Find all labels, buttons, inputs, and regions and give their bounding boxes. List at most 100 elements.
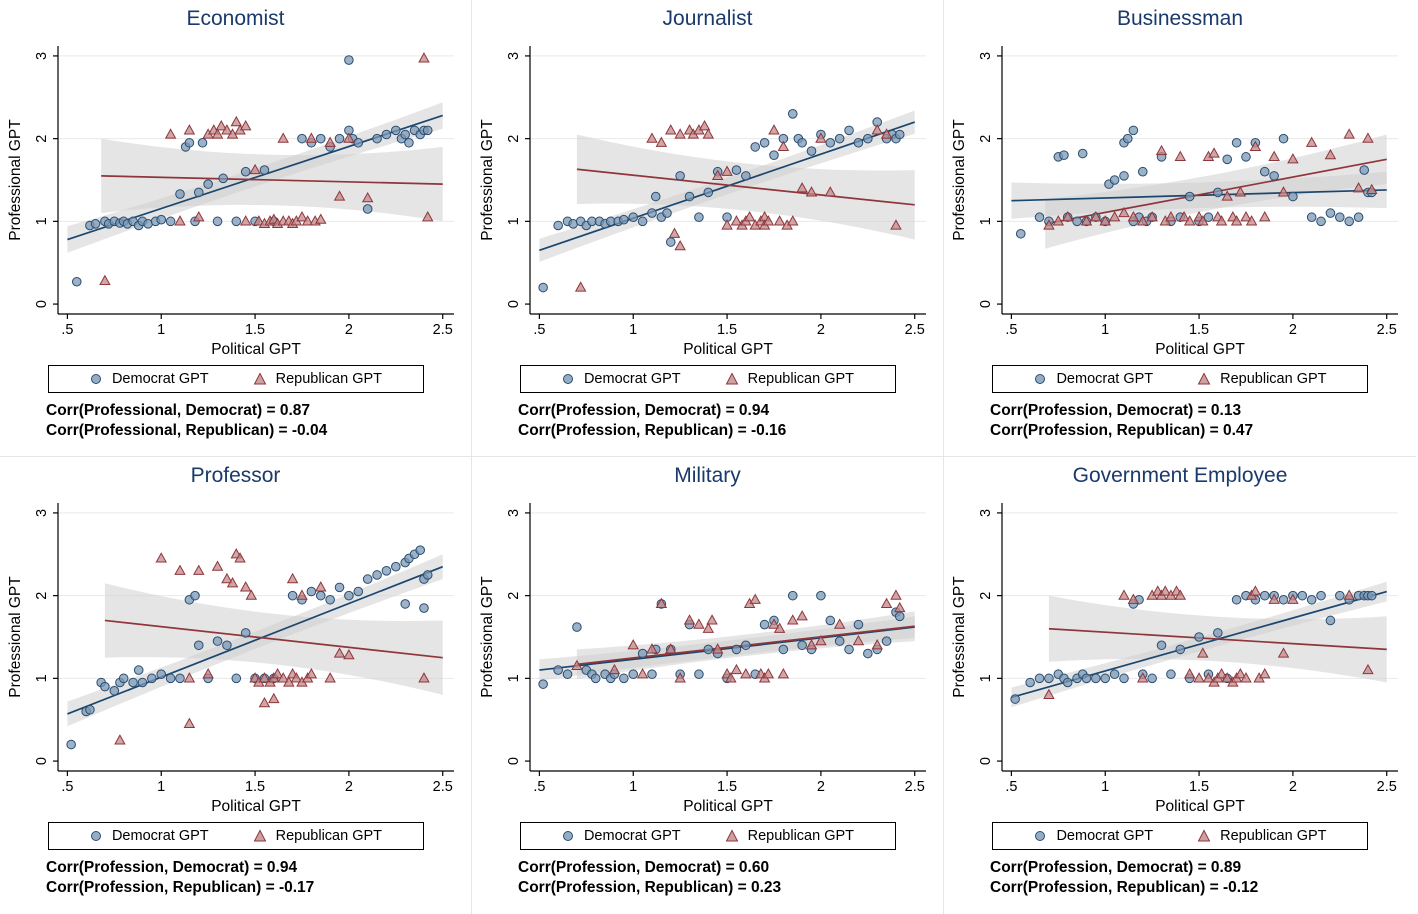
legend-item-republican: Republican GPT bbox=[725, 371, 854, 387]
svg-text:2.5: 2.5 bbox=[904, 322, 924, 338]
legend-item-democrat: Democrat GPT bbox=[89, 828, 209, 844]
svg-text:.5: .5 bbox=[533, 779, 545, 795]
svg-text:1: 1 bbox=[978, 674, 994, 682]
correlation-republican: Corr(Profession, Republican) = 0.47 bbox=[990, 422, 1254, 440]
democrat-marker-icon bbox=[1035, 374, 1046, 384]
svg-text:3: 3 bbox=[506, 52, 522, 60]
svg-text:3: 3 bbox=[34, 52, 50, 60]
svg-text:Professional GPT: Professional GPT bbox=[7, 119, 24, 241]
panel-title: Military bbox=[674, 464, 741, 487]
panel-government-employee: Government Employee .5 1 1.5 2 2.5 0 1 2 3 Politi… bbox=[944, 457, 1416, 914]
legend-label-democrat: Democrat GPT bbox=[1056, 371, 1154, 387]
svg-text:2: 2 bbox=[506, 592, 522, 600]
svg-text:1: 1 bbox=[506, 674, 522, 682]
legend-item-republican: Republican GPT bbox=[725, 828, 854, 844]
correlation-democrat: Corr(Profession, Democrat) = 0.13 bbox=[990, 402, 1242, 419]
svg-text:1: 1 bbox=[1101, 322, 1109, 338]
svg-text:1: 1 bbox=[157, 322, 165, 338]
svg-text:1.5: 1.5 bbox=[244, 779, 264, 795]
svg-text:3: 3 bbox=[506, 509, 522, 517]
democrat-marker-icon bbox=[1035, 831, 1046, 841]
panel-professor: Professor .5 1 1.5 2 2.5 0 1 2 3 Political GPT Pro… bbox=[0, 457, 472, 914]
republican-marker-icon bbox=[725, 829, 738, 842]
svg-text:.5: .5 bbox=[61, 779, 73, 795]
panel-economist: Economist .5 1 1.5 2 2.5 0 1 2 3 Political GPT Pro… bbox=[0, 0, 472, 457]
svg-text:2: 2 bbox=[344, 779, 352, 795]
scatter-plot-journalist: .5 1 1.5 2 2.5 0 1 2 3 Political GPT Professional … bbox=[479, 46, 926, 358]
legend-label-democrat: Democrat GPT bbox=[111, 371, 209, 387]
svg-text:1.5: 1.5 bbox=[244, 322, 264, 338]
svg-text:Political GPT: Political GPT bbox=[211, 341, 301, 358]
svg-text:1.5: 1.5 bbox=[1189, 779, 1209, 795]
svg-text:2: 2 bbox=[1289, 779, 1297, 795]
svg-text:Professional GPT: Professional GPT bbox=[479, 119, 496, 241]
correlation-democrat: Corr(Profession, Democrat) = 0.94 bbox=[46, 859, 298, 876]
svg-text:1: 1 bbox=[157, 779, 165, 795]
democrat-marker-icon bbox=[562, 374, 573, 384]
democrat-marker-icon bbox=[90, 374, 101, 384]
legend: Democrat GPT Republican GPT bbox=[992, 365, 1368, 393]
svg-text:1.5: 1.5 bbox=[716, 322, 736, 338]
svg-text:Political GPT: Political GPT bbox=[683, 798, 773, 815]
legend: Democrat GPT Republican GPT bbox=[519, 365, 896, 393]
legend-item-democrat: Democrat GPT bbox=[561, 828, 681, 844]
correlation-democrat: Corr(Profession, Democrat) = 0.89 bbox=[990, 859, 1242, 876]
legend-item-republican: Republican GPT bbox=[253, 828, 382, 844]
correlation-republican: Corr(Professional, Republican) = -0.04 bbox=[46, 422, 328, 440]
svg-text:0: 0 bbox=[506, 757, 522, 765]
correlation-democrat: Corr(Profession, Democrat) = 0.60 bbox=[518, 859, 770, 876]
svg-text:0: 0 bbox=[34, 757, 50, 765]
svg-text:2: 2 bbox=[34, 592, 50, 600]
correlation-republican: Corr(Profession, Republican) = -0.17 bbox=[46, 879, 315, 897]
correlation-democrat: Corr(Profession, Democrat) = 0.94 bbox=[518, 402, 770, 419]
svg-text:2: 2 bbox=[816, 779, 824, 795]
svg-text:1.5: 1.5 bbox=[716, 779, 736, 795]
legend-label-republican: Republican GPT bbox=[275, 828, 383, 844]
svg-text:2: 2 bbox=[1289, 322, 1297, 338]
legend-item-republican: Republican GPT bbox=[1197, 371, 1327, 387]
correlation-text: Corr(Profession, Democrat) = 0.13 Corr(P… bbox=[990, 401, 1416, 441]
scatter-plot-military: .5 1 1.5 2 2.5 0 1 2 3 Political GPT Professional … bbox=[479, 503, 926, 815]
correlation-text: Corr(Profession, Democrat) = 0.89 Corr(P… bbox=[990, 858, 1416, 898]
legend-item-democrat: Democrat GPT bbox=[89, 371, 209, 387]
legend: Democrat GPT Republican GPT bbox=[519, 822, 896, 850]
legend-label-democrat: Democrat GPT bbox=[111, 828, 209, 844]
democrat-marker-icon bbox=[90, 831, 101, 841]
svg-text:Political GPT: Political GPT bbox=[683, 341, 773, 358]
svg-text:1: 1 bbox=[34, 674, 50, 682]
svg-text:.5: .5 bbox=[1005, 779, 1017, 795]
scatter-plot-professor: .5 1 1.5 2 2.5 0 1 2 3 Political GPT Professional … bbox=[7, 503, 454, 815]
svg-text:Professional GPT: Professional GPT bbox=[479, 576, 496, 698]
panel-military: Military .5 1 1.5 2 2.5 0 1 2 3 Political GPT Prof… bbox=[472, 457, 944, 914]
legend-label-democrat: Democrat GPT bbox=[583, 828, 681, 844]
svg-text:2: 2 bbox=[506, 135, 522, 143]
svg-text:0: 0 bbox=[978, 300, 994, 308]
svg-text:Professional GPT: Professional GPT bbox=[951, 576, 968, 698]
panel-title: Journalist bbox=[662, 7, 753, 30]
legend: Democrat GPT Republican GPT bbox=[47, 822, 424, 850]
legend-label-republican: Republican GPT bbox=[275, 371, 383, 387]
legend-label-democrat: Democrat GPT bbox=[583, 371, 681, 387]
svg-text:1: 1 bbox=[629, 779, 637, 795]
republican-marker-icon bbox=[1197, 372, 1211, 385]
svg-text:3: 3 bbox=[978, 509, 994, 517]
svg-text:0: 0 bbox=[506, 300, 522, 308]
svg-text:Professional GPT: Professional GPT bbox=[951, 119, 968, 241]
republican-marker-icon bbox=[253, 372, 266, 385]
svg-text:1.5: 1.5 bbox=[1189, 322, 1209, 338]
legend-label-republican: Republican GPT bbox=[747, 828, 855, 844]
svg-text:Political GPT: Political GPT bbox=[211, 798, 301, 815]
correlation-text: Corr(Profession, Democrat) = 0.60 Corr(P… bbox=[518, 858, 943, 898]
legend-item-republican: Republican GPT bbox=[1197, 828, 1327, 844]
correlation-republican: Corr(Profession, Republican) = -0.16 bbox=[518, 422, 787, 440]
correlation-text: Corr(Profession, Democrat) = 0.94 Corr(P… bbox=[518, 401, 943, 441]
legend-item-republican: Republican GPT bbox=[253, 371, 382, 387]
legend-label-republican: Republican GPT bbox=[1220, 828, 1327, 844]
svg-text:Professional GPT: Professional GPT bbox=[7, 576, 24, 698]
republican-marker-icon bbox=[253, 829, 266, 842]
svg-text:2: 2 bbox=[978, 592, 994, 600]
svg-text:.5: .5 bbox=[533, 322, 545, 338]
correlation-republican: Corr(Profession, Republican) = -0.12 bbox=[990, 879, 1259, 897]
republican-marker-icon bbox=[1197, 829, 1211, 842]
